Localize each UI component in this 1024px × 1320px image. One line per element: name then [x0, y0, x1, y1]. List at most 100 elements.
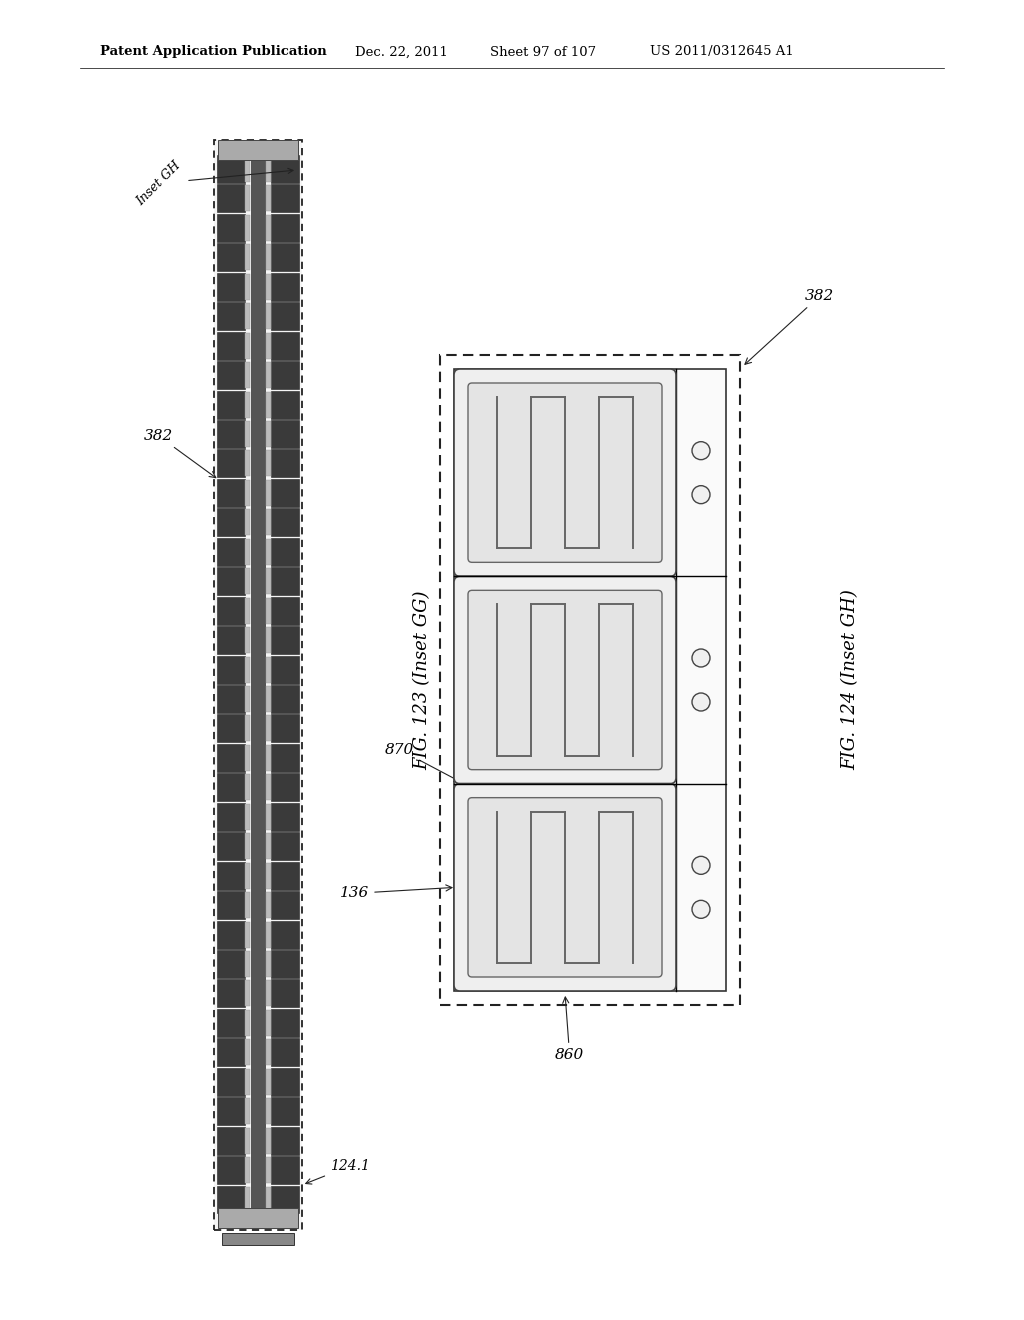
Bar [271, 331, 299, 359]
Bar [266, 775, 271, 800]
FancyBboxPatch shape [454, 784, 676, 991]
Bar [271, 744, 299, 772]
Bar [266, 863, 271, 888]
Text: 382: 382 [745, 289, 835, 364]
Bar [217, 744, 245, 772]
Bar [217, 331, 245, 359]
Bar [245, 1187, 250, 1213]
Bar [245, 981, 250, 1006]
Bar [245, 450, 250, 477]
Bar [266, 568, 271, 594]
Bar [245, 656, 250, 682]
Bar [217, 626, 245, 653]
Bar [266, 421, 271, 447]
Bar [266, 715, 271, 742]
Bar [245, 244, 250, 271]
Bar [217, 508, 245, 536]
Circle shape [692, 693, 710, 711]
Bar [266, 1039, 271, 1065]
Bar [217, 185, 245, 213]
Bar [266, 362, 271, 388]
Bar [217, 714, 245, 742]
Bar [245, 598, 250, 623]
Bar [266, 304, 271, 329]
Bar [271, 185, 299, 213]
Bar [271, 1156, 299, 1184]
Bar [245, 804, 250, 830]
Bar [217, 391, 245, 418]
Bar [271, 891, 299, 919]
Bar [271, 1008, 299, 1036]
Bar [271, 803, 299, 830]
Text: Sheet 97 of 107: Sheet 97 of 107 [490, 45, 596, 58]
FancyBboxPatch shape [468, 383, 662, 562]
Bar [266, 1098, 271, 1125]
Bar [271, 391, 299, 418]
Bar [266, 1158, 271, 1183]
Bar [245, 686, 250, 711]
Bar [271, 1097, 299, 1125]
Bar [245, 421, 250, 447]
Bar [271, 568, 299, 595]
Text: 870: 870 [385, 743, 461, 781]
Bar [245, 362, 250, 388]
Bar [245, 273, 250, 300]
Bar [217, 1127, 245, 1155]
Bar [245, 775, 250, 800]
Circle shape [692, 649, 710, 667]
Bar [271, 537, 299, 566]
Bar [217, 979, 245, 1007]
FancyBboxPatch shape [468, 797, 662, 977]
Text: Inset GH: Inset GH [134, 158, 293, 209]
Circle shape [692, 900, 710, 919]
Bar [266, 656, 271, 682]
Bar [214, 140, 302, 1230]
Bar [245, 1069, 250, 1094]
Text: FIG. 124 (Inset GH): FIG. 124 (Inset GH) [841, 590, 859, 771]
Bar [217, 920, 245, 949]
Bar [266, 185, 271, 211]
Text: Patent Application Publication: Patent Application Publication [100, 45, 327, 58]
Bar [245, 480, 250, 506]
Bar [271, 214, 299, 242]
Bar [266, 510, 271, 536]
Bar [266, 480, 271, 506]
Bar [266, 981, 271, 1006]
Bar [271, 1068, 299, 1096]
Bar [217, 1008, 245, 1036]
Bar [266, 1187, 271, 1213]
Bar [245, 510, 250, 536]
Bar [217, 568, 245, 595]
Bar [245, 392, 250, 417]
Bar [245, 1039, 250, 1065]
Bar [271, 420, 299, 447]
Bar [266, 539, 271, 565]
Bar [271, 508, 299, 536]
Bar [266, 686, 271, 711]
Bar [217, 273, 245, 301]
Bar [217, 537, 245, 566]
Bar [217, 302, 245, 330]
Bar [245, 627, 250, 653]
Bar [271, 626, 299, 653]
Bar [245, 333, 250, 359]
Bar [271, 1185, 299, 1213]
Bar [245, 1158, 250, 1183]
Bar [266, 273, 271, 300]
Text: US 2011/0312645 A1: US 2011/0312645 A1 [650, 45, 794, 58]
Bar [217, 597, 245, 624]
Bar [271, 243, 299, 272]
Bar [266, 392, 271, 417]
Bar [245, 833, 250, 859]
Bar [218, 1208, 298, 1228]
Bar [217, 774, 245, 801]
FancyBboxPatch shape [454, 370, 676, 577]
Bar [271, 479, 299, 507]
Text: 136: 136 [340, 884, 452, 900]
Bar [217, 449, 245, 478]
Bar [217, 1068, 245, 1096]
Bar [245, 921, 250, 948]
Bar [271, 685, 299, 713]
Bar [217, 1097, 245, 1125]
Bar [266, 804, 271, 830]
